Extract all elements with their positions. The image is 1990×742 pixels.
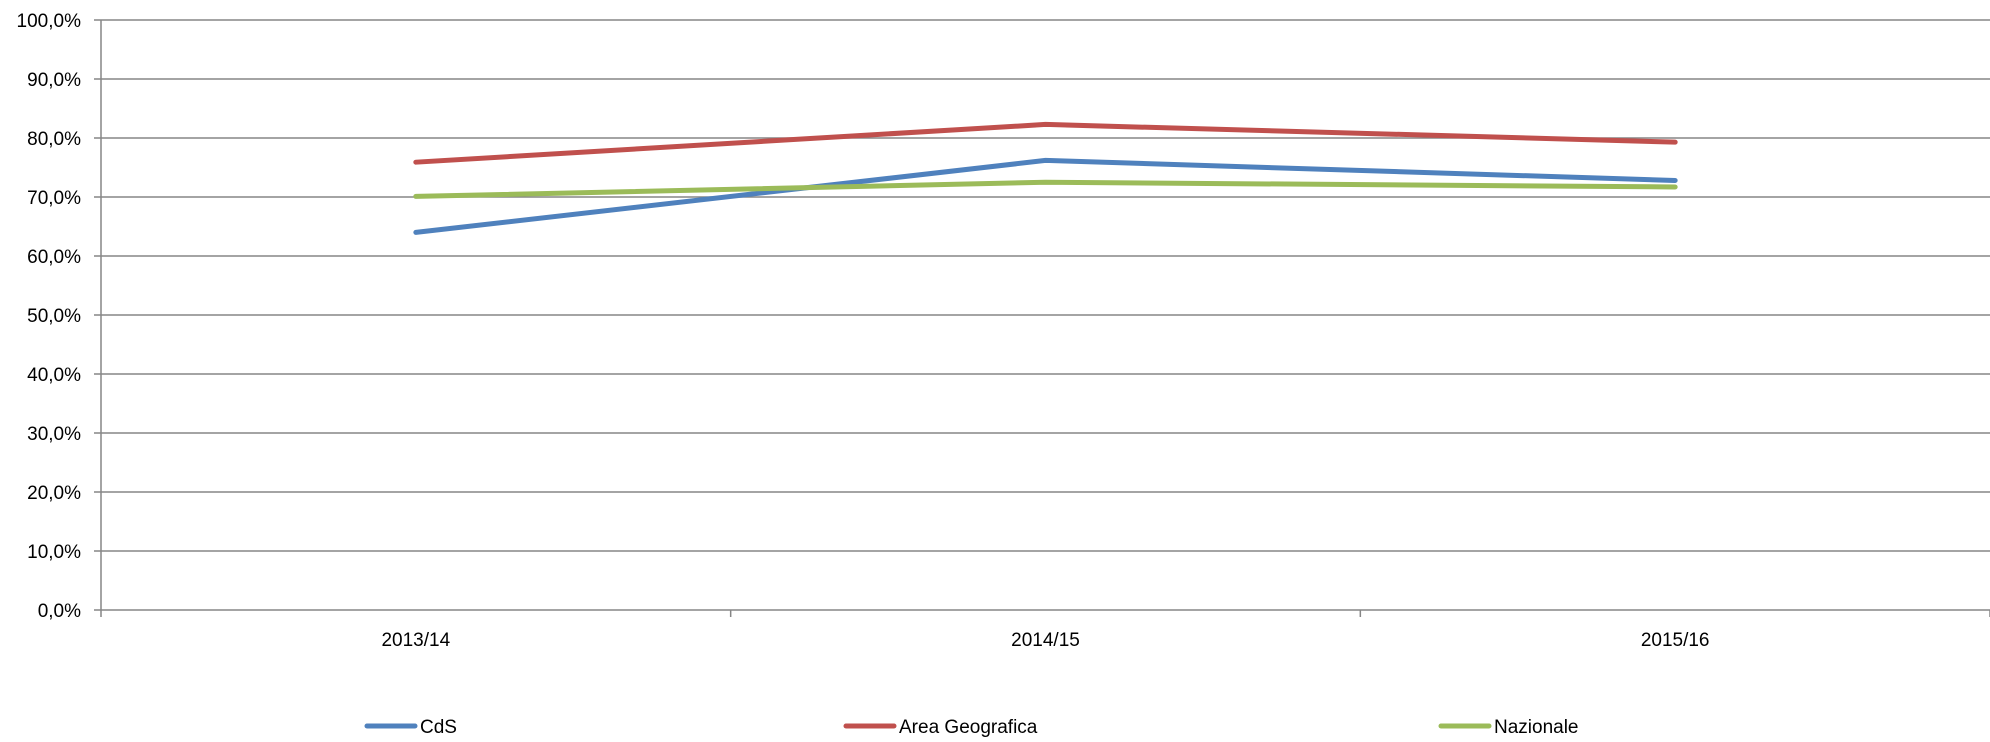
legend: CdS Area Geografica Nazionale xyxy=(364,717,1579,738)
x-tick-label: 2015/16 xyxy=(1641,630,1710,651)
legend-item: Nazionale xyxy=(1438,717,1579,738)
y-tick-label: 60,0% xyxy=(27,247,81,268)
y-tick-label: 80,0% xyxy=(27,129,81,150)
legend-item: CdS xyxy=(364,717,457,738)
x-tick-label: 2014/15 xyxy=(1011,630,1080,651)
x-tick-label: 2013/14 xyxy=(381,630,450,651)
y-tick-label: 50,0% xyxy=(27,306,81,327)
y-tick-label: 70,0% xyxy=(27,188,81,209)
axes xyxy=(94,19,1990,617)
y-axis-tick-labels: 0,0% 10,0% 20,0% 30,0% 40,0% 50,0% 60,0% 70,0% 8… xyxy=(17,11,82,622)
legend-label: Area Geografica xyxy=(899,717,1038,737)
legend-label: Nazionale xyxy=(1494,717,1579,737)
series-line-area-geografica xyxy=(413,121,1678,165)
series-lines xyxy=(413,121,1678,235)
gridlines xyxy=(101,19,1990,552)
series-line-cds xyxy=(413,157,1678,235)
y-tick-label: 30,0% xyxy=(27,424,81,445)
series-line-nazionale xyxy=(413,179,1678,199)
y-tick-label: 90,0% xyxy=(27,70,81,91)
y-tick-label: 0,0% xyxy=(38,601,81,622)
legend-item: Area Geografica xyxy=(843,717,1038,738)
x-axis-tick-labels: 2013/14 2014/15 2015/16 xyxy=(381,630,1709,651)
y-tick-label: 20,0% xyxy=(27,483,81,504)
y-tick-label: 10,0% xyxy=(27,542,81,563)
y-tick-label: 100,0% xyxy=(17,11,82,32)
y-tick-label: 40,0% xyxy=(27,365,81,386)
legend-label: CdS xyxy=(420,717,457,737)
